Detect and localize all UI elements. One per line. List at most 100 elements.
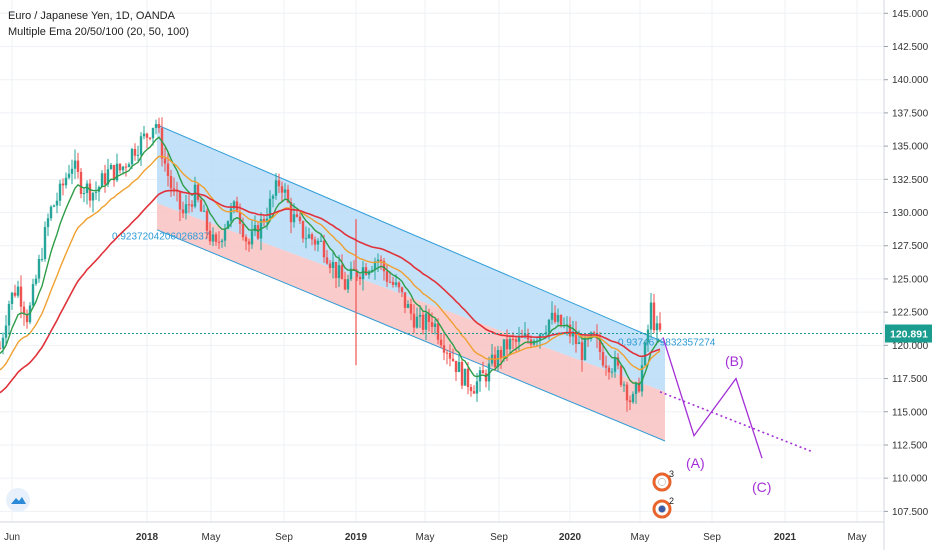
candle-body xyxy=(112,164,116,181)
candle-body xyxy=(382,261,386,272)
candle-body xyxy=(499,349,503,358)
event-marker-count: 2 xyxy=(669,496,674,506)
candle-body xyxy=(523,333,527,338)
last-price-label: 120.891 xyxy=(890,329,928,341)
candle-body xyxy=(199,199,203,212)
candle-body xyxy=(643,342,647,366)
channel-lower-ratio: 0.9237204206026837 xyxy=(112,232,210,243)
candle-body xyxy=(154,124,158,128)
candle-body xyxy=(583,338,587,361)
wave-projection: (A) (B) (C) xyxy=(659,337,813,495)
tradingview-logo[interactable] xyxy=(6,488,30,512)
symbol-title: Euro / Japanese Yen, 1D, OANDA xyxy=(8,10,175,22)
candle-body xyxy=(85,183,89,194)
candle-body xyxy=(385,271,389,282)
candle-body xyxy=(427,313,431,323)
ema-line xyxy=(0,155,661,371)
candle-body xyxy=(541,334,545,336)
candle-body xyxy=(631,393,635,403)
candle-body xyxy=(502,339,506,358)
candle-body xyxy=(313,239,317,245)
candle-body xyxy=(169,175,173,189)
candle-body xyxy=(433,323,437,327)
candle-body xyxy=(376,259,380,262)
candle-body xyxy=(436,323,440,340)
candle-body xyxy=(571,331,575,337)
candle-body xyxy=(88,183,92,201)
candle-body xyxy=(193,184,197,207)
candle-body xyxy=(10,292,14,304)
candle-body xyxy=(232,201,236,209)
price-tick-label: 122.500 xyxy=(892,308,929,319)
candle-body xyxy=(613,357,617,372)
candle-body xyxy=(550,312,554,320)
candle-body xyxy=(388,281,392,283)
candle-body xyxy=(1,337,5,349)
price-tick-label: 145.000 xyxy=(892,9,929,20)
candle-body xyxy=(412,313,416,328)
candle-body xyxy=(463,368,467,386)
candle-body xyxy=(109,164,113,170)
candle-body xyxy=(646,329,650,343)
price-tick-label: 110.000 xyxy=(892,474,928,485)
candle-body xyxy=(34,278,38,285)
candle-body xyxy=(328,263,332,269)
candle-body xyxy=(241,223,245,238)
candle-body xyxy=(22,306,26,315)
candle-body xyxy=(406,304,410,308)
ema-line xyxy=(0,136,661,386)
candle-body xyxy=(604,365,608,368)
candle-body xyxy=(79,171,83,194)
candle-body xyxy=(121,166,125,171)
event-marker-ring xyxy=(652,472,672,492)
candle-body xyxy=(136,154,140,156)
time-tick-label: Sep xyxy=(275,532,293,543)
candle-body xyxy=(52,205,56,207)
event-marker-ring xyxy=(652,499,672,519)
candle-body xyxy=(160,128,164,159)
event-markers: 32 xyxy=(652,469,674,519)
candle-body xyxy=(466,368,470,387)
candle-body xyxy=(127,164,131,168)
candle-body xyxy=(577,342,581,345)
candle-body xyxy=(379,259,383,262)
candle-body xyxy=(487,363,491,382)
price-tick-label: 130.000 xyxy=(892,208,929,219)
candle-body xyxy=(292,214,296,223)
candle-body xyxy=(163,158,167,164)
price-axis[interactable]: 145.000 142.500 140.000 137.500 135.000 132.5… xyxy=(883,0,932,550)
time-axis[interactable]: Jun 2018 May Sep 2019 May Sep 2020 May Sep 2021 May xyxy=(0,521,884,543)
candle-body xyxy=(181,209,185,214)
price-tick-label: 137.500 xyxy=(892,108,929,119)
candle-body xyxy=(652,302,656,331)
price-tick-label: 120.000 xyxy=(892,341,929,352)
candle-body xyxy=(124,166,128,168)
candle-body xyxy=(493,354,497,368)
candle-body xyxy=(658,323,662,330)
candle-body xyxy=(304,238,308,240)
candle-body xyxy=(634,382,638,394)
time-tick-label: Sep xyxy=(490,532,508,543)
price-tick-label: 132.500 xyxy=(892,175,929,186)
candle-body xyxy=(133,148,137,156)
candle-body xyxy=(409,304,413,314)
time-tick-label: 2020 xyxy=(559,532,582,543)
candle-body xyxy=(358,277,362,280)
candle-body xyxy=(157,124,161,129)
candle-body xyxy=(295,214,299,217)
candle-body xyxy=(430,322,434,327)
candle-body xyxy=(151,127,155,139)
time-tick-label: 2021 xyxy=(774,532,797,543)
candle-body xyxy=(196,184,200,200)
candle-body xyxy=(472,391,476,394)
candle-body xyxy=(319,240,323,242)
candle-body xyxy=(19,286,23,307)
candle-body xyxy=(322,240,326,258)
candle-body xyxy=(49,206,53,219)
candle-body xyxy=(301,221,305,239)
candle-body xyxy=(373,261,377,270)
candle-body xyxy=(280,186,284,193)
price-tick-label: 135.000 xyxy=(892,142,929,153)
event-marker-dot xyxy=(658,505,666,513)
